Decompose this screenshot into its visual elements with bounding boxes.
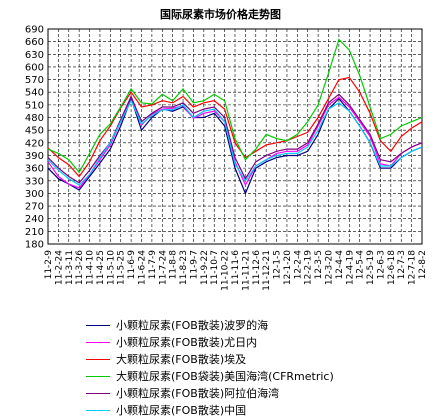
y-tick-label: 600 (25, 62, 44, 73)
x-tick-label: 11-5-10 (106, 250, 116, 285)
x-tick-label: 11-12-6 (252, 250, 262, 285)
y-tick-label: 210 (25, 227, 44, 238)
x-tick-label: 11-2-9 (44, 250, 54, 280)
y-tick-label: 240 (25, 214, 44, 225)
x-tick-label: 11-10-7 (210, 250, 220, 285)
legend-swatch (86, 393, 110, 394)
legend-label: 大颗粒尿素(FOB散装)埃及 (116, 353, 247, 366)
x-tick-label: 11-9-7 (189, 250, 199, 279)
x-tick-label: 11-2-24 (54, 250, 64, 285)
y-tick-label: 450 (25, 126, 44, 137)
x-tick-label: 11-8-8 (169, 250, 179, 280)
x-tick-label: 12-3-5 (314, 250, 324, 279)
legend-swatch (86, 325, 110, 326)
x-tick-label: 12-7-18 (408, 250, 418, 285)
x-tick-label: 12-4-4 (335, 250, 345, 280)
y-tick-label: 390 (25, 151, 44, 162)
x-tick-label: 12-6-3 (376, 250, 386, 279)
series-line (47, 38, 423, 174)
y-tick-label: 270 (25, 202, 44, 213)
legend: 小颗粒尿素(FOB散装)波罗的海 小颗粒尿素(FOB散装)尤日内 大颗粒尿素(FOB… (86, 317, 436, 419)
legend-label: 小颗粒尿素(FOB散装)波罗的海 (116, 319, 269, 332)
y-tick-label: 180 (25, 240, 44, 251)
x-tick-label: 11-8-23 (179, 250, 189, 285)
y-tick-label: 360 (25, 164, 44, 175)
x-tick-label: 12-1-5 (273, 250, 283, 279)
x-tick-label: 12-7-3 (397, 250, 407, 279)
legend-swatch (86, 376, 110, 377)
y-tick-label: 330 (25, 176, 44, 187)
x-tick-label: 12-4-19 (345, 250, 355, 285)
chart-title: 国际尿素市场价格走势图 (160, 8, 281, 21)
x-tick-label: 12-1-20 (283, 250, 293, 285)
x-tick-label: 11-11-6 (231, 250, 241, 285)
x-tick-label: 11-11-21 (241, 250, 251, 291)
x-tick-label: 11-12-21 (262, 250, 272, 291)
y-tick-label: 660 (25, 37, 44, 48)
legend-item: 小颗粒尿素(FOB散装)阿拉伯海湾 (86, 385, 436, 402)
x-tick-label: 11-10-22 (221, 250, 231, 291)
legend-item: 大颗粒尿素(FOB袋装)美国海湾(CFRmetric) (86, 368, 436, 385)
x-tick-label: 12-8-2 (418, 250, 428, 279)
x-tick-label: 12-5-4 (356, 250, 366, 280)
x-tick-label: 12-6-18 (387, 250, 397, 285)
y-tick-label: 630 (25, 50, 44, 61)
legend-item: 小颗粒尿素(FOB散装)波罗的海 (86, 317, 436, 334)
x-tick-label: 11-5-25 (117, 250, 127, 285)
legend-swatch (86, 342, 110, 343)
legend-item: 小颗粒尿素(FOB散装)尤日内 (86, 334, 436, 351)
legend-label: 小颗粒尿素(FOB散装)中国 (116, 404, 247, 417)
x-tick-label: 12-3-20 (325, 250, 335, 285)
x-tick-label: 11-4-10 (86, 250, 96, 285)
y-tick-label: 480 (25, 113, 44, 124)
x-tick-label: 12-2-19 (304, 250, 314, 285)
x-tick-label: 12-5-19 (366, 250, 376, 285)
x-tick-label: 11-4-25 (96, 250, 106, 285)
x-tick-label: 11-3-26 (75, 250, 85, 285)
legend-swatch (86, 359, 110, 360)
y-tick-label: 540 (25, 88, 44, 99)
x-tick-label: 11-9-22 (200, 250, 210, 285)
y-tick-label: 420 (25, 138, 44, 149)
legend-item: 小颗粒尿素(FOB散装)中国 (86, 402, 436, 419)
series-line (47, 99, 423, 186)
legend-label: 小颗粒尿素(FOB散装)尤日内 (116, 336, 258, 349)
y-tick-label: 690 (25, 25, 44, 36)
legend-swatch (86, 410, 110, 411)
series-line (47, 76, 423, 178)
y-tick-label: 510 (25, 100, 44, 111)
x-tick-label: 11-3-11 (65, 250, 75, 285)
x-tick-label: 11-7-9 (148, 250, 158, 280)
legend-item: 大颗粒尿素(FOB散装)埃及 (86, 351, 436, 368)
legend-label: 大颗粒尿素(FOB袋装)美国海湾(CFRmetric) (116, 370, 334, 383)
x-tick-label: 11-6-9 (127, 250, 137, 280)
x-tick-label: 11-6-24 (138, 250, 148, 285)
x-tick-label: 12-2-4 (293, 250, 303, 280)
legend-label: 小颗粒尿素(FOB散装)阿拉伯海湾 (116, 387, 280, 400)
x-tick-label: 11-7-24 (158, 250, 168, 285)
y-tick-label: 300 (25, 189, 44, 200)
y-tick-label: 570 (25, 75, 44, 86)
